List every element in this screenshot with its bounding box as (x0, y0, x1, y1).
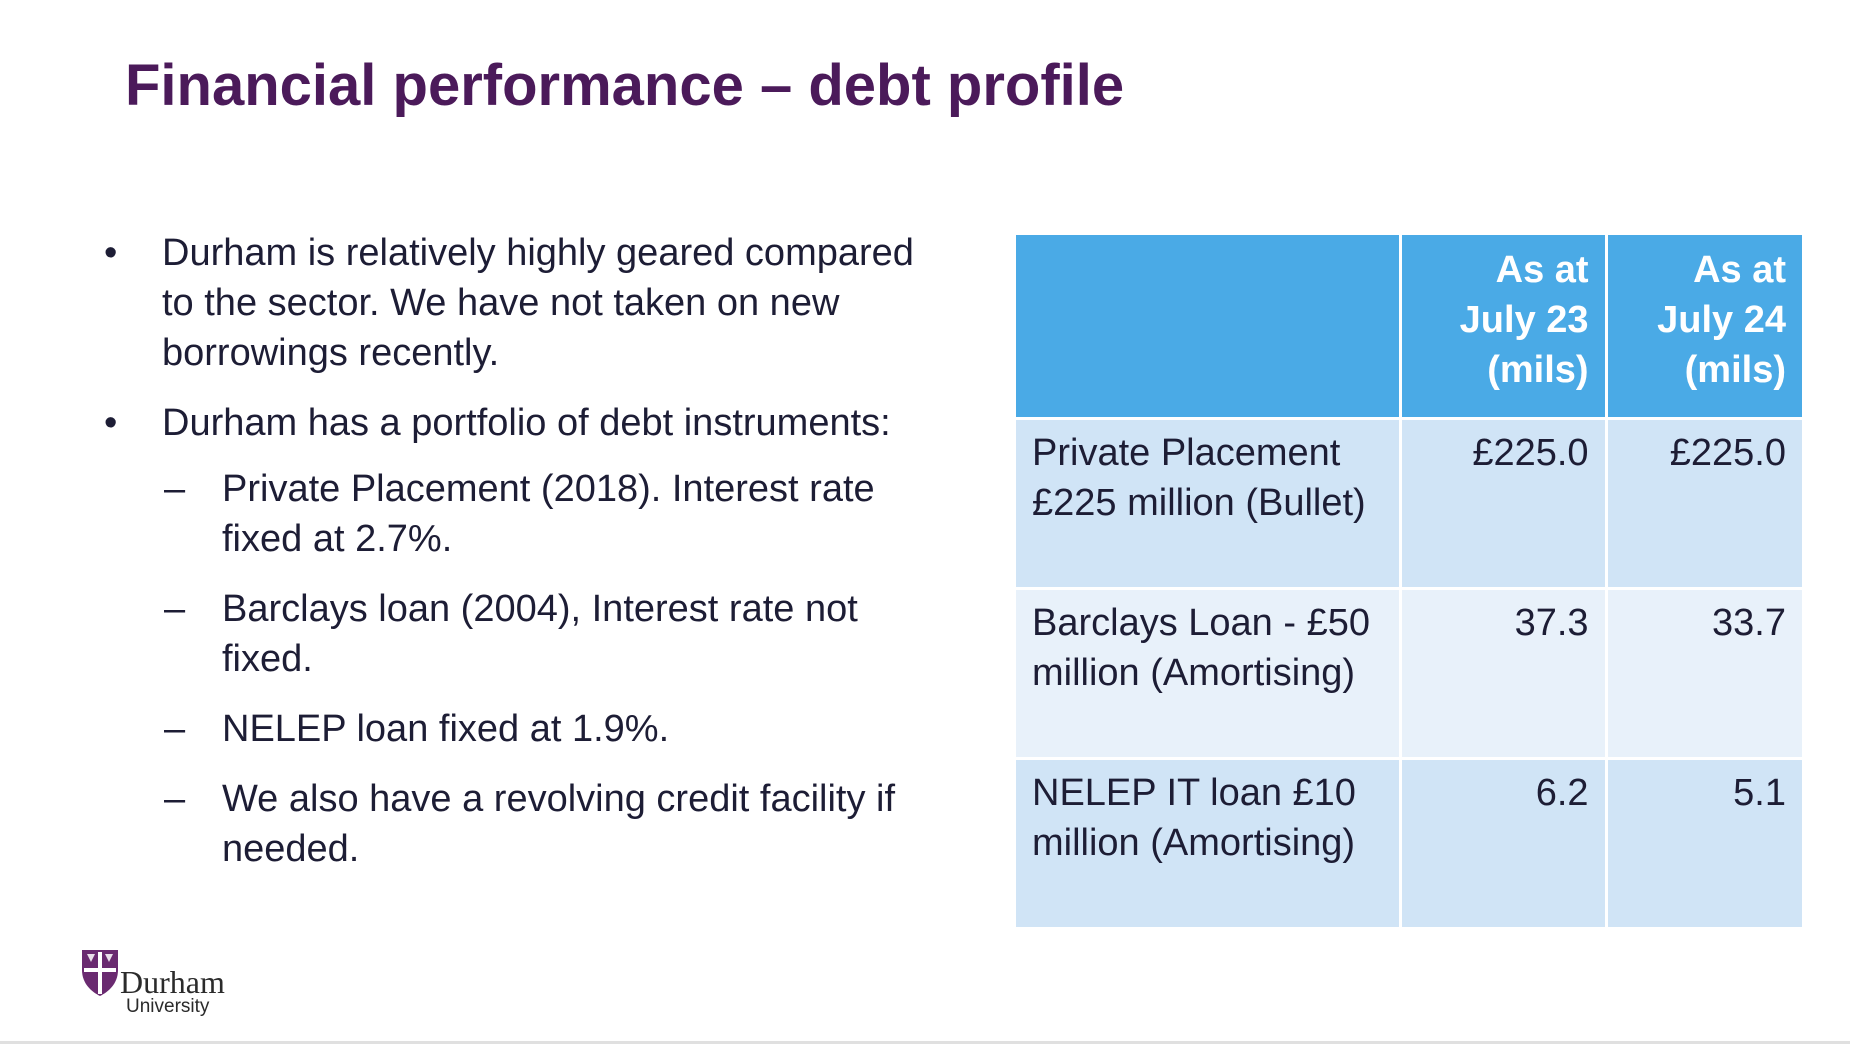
dash-mark: – (164, 468, 186, 510)
value-july23: 37.3 (1399, 587, 1608, 760)
slide-title: Financial performance – debt profile (125, 53, 1125, 118)
header-cell-july24: As at July 24 (mils) (1604, 232, 1806, 420)
sub-bullet-item: – We also have a revolving credit facili… (98, 774, 948, 874)
sub-bullet-text: We also have a revolving credit facility… (222, 778, 896, 870)
durham-university-logo: Durham University (80, 946, 280, 1017)
bullet-list: • Durham is relatively highly geared com… (98, 228, 948, 894)
dash-mark: – (164, 588, 186, 630)
table-row: NELEP IT loan £10 million (Amortising) 6… (1012, 757, 1806, 930)
logo-subtitle: University (126, 996, 210, 1017)
durham-shield-icon (82, 950, 118, 996)
bullet-mark: • (104, 402, 118, 444)
sub-bullet-item: – Barclays loan (2004), Interest rate no… (98, 584, 948, 684)
row-label: Private Placement £225 million (Bullet) (1012, 417, 1403, 590)
dash-mark: – (164, 708, 186, 750)
bullet-item: • Durham has a portfolio of debt instrum… (98, 398, 948, 448)
slide-bottom-border (0, 1041, 1850, 1044)
value-july24: £225.0 (1604, 417, 1806, 590)
sub-bullet-item: – NELEP loan fixed at 1.9%. (98, 704, 948, 754)
sub-bullet-text: NELEP loan fixed at 1.9%. (222, 708, 670, 750)
sub-bullet-text: Barclays loan (2004), Interest rate not … (222, 588, 858, 680)
bullet-mark: • (104, 232, 118, 274)
header-cell-empty (1012, 232, 1403, 420)
debt-profile-table: As at July 23 (mils) As at July 24 (mils… (1012, 232, 1806, 930)
value-july24: 33.7 (1604, 587, 1806, 760)
bullet-text: Durham is relatively highly geared compa… (162, 232, 914, 374)
value-july24: 5.1 (1604, 757, 1806, 930)
table-row: Private Placement £225 million (Bullet) … (1012, 417, 1806, 590)
table-row: Barclays Loan - £50 million (Amortising)… (1012, 587, 1806, 760)
table-header-row: As at July 23 (mils) As at July 24 (mils… (1012, 232, 1806, 420)
sub-bullet-text: Private Placement (2018). Interest rate … (222, 468, 875, 560)
dash-mark: – (164, 778, 186, 820)
value-july23: £225.0 (1399, 417, 1608, 590)
row-label: NELEP IT loan £10 million (Amortising) (1012, 757, 1403, 930)
row-label: Barclays Loan - £50 million (Amortising) (1012, 587, 1403, 760)
sub-bullet-item: – Private Placement (2018). Interest rat… (98, 464, 948, 564)
sub-bullet-list: – Private Placement (2018). Interest rat… (98, 464, 948, 874)
bullet-item: • Durham is relatively highly geared com… (98, 228, 948, 378)
logo-name: Durham (120, 964, 225, 1000)
bullet-text: Durham has a portfolio of debt instrumen… (162, 402, 891, 444)
header-cell-july23: As at July 23 (mils) (1399, 232, 1608, 420)
value-july23: 6.2 (1399, 757, 1608, 930)
